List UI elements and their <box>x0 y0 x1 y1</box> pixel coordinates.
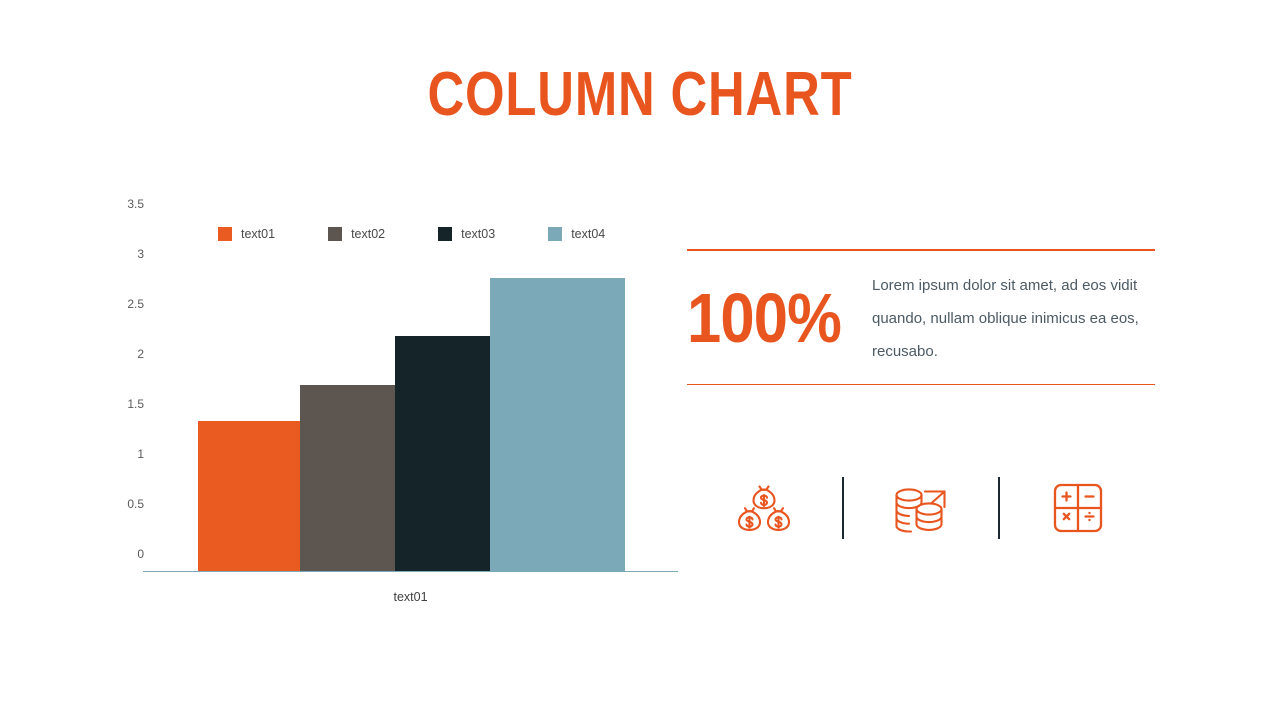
legend-item[interactable]: text04 <box>548 227 605 241</box>
x-axis-label: text01 <box>393 590 428 604</box>
legend-swatch-text02 <box>328 227 343 241</box>
legend-label: text03 <box>461 227 496 241</box>
y-axis-tick: 1 <box>137 447 144 461</box>
legend-swatch-text01 <box>218 227 232 241</box>
icon-divider-2 <box>998 477 1001 539</box>
icon-cell-money-bags[interactable] <box>687 463 842 553</box>
legend-label: text02 <box>351 227 386 241</box>
stat-value: 100% <box>687 279 842 358</box>
y-axis-tick: 3 <box>137 247 144 261</box>
bar-text02[interactable] <box>300 384 395 571</box>
icon-cell-coin-growth[interactable] <box>844 463 999 553</box>
divider-bottom <box>687 383 1155 386</box>
y-axis-tick: 1.5 <box>127 397 144 411</box>
divider-top <box>687 249 1155 251</box>
stat-row: 100% Lorem ipsum dolor sit amet, ad eos … <box>687 251 1155 384</box>
y-axis-tick: 0 <box>137 547 144 561</box>
y-axis-tick: 0.5 <box>127 497 144 511</box>
x-axis-line <box>143 570 678 572</box>
legend-item[interactable]: text01 <box>218 227 275 241</box>
plot-area <box>143 190 678 572</box>
calculator-icon <box>1053 483 1102 533</box>
icon-row <box>687 463 1155 553</box>
legend-item[interactable]: text03 <box>438 227 495 241</box>
column-chart: text01 text02 text03 text04 3.5 3 2.5 2 … <box>0 190 690 630</box>
legend-label: text01 <box>241 227 276 241</box>
page-title: COLUMN CHART <box>427 60 853 129</box>
legend-swatch-text04 <box>548 227 563 241</box>
chart-legend: text01 text02 text03 text04 <box>218 227 605 241</box>
coin-stack-growth-icon <box>895 488 946 533</box>
icon-cell-calculator[interactable] <box>1000 463 1155 553</box>
money-bags-icon <box>738 485 791 531</box>
bar-text01[interactable] <box>198 420 300 571</box>
legend-label: text04 <box>571 227 606 241</box>
info-panel: 100% Lorem ipsum dolor sit amet, ad eos … <box>687 249 1155 386</box>
bar-text03[interactable] <box>395 335 490 571</box>
legend-swatch-text03 <box>438 227 453 241</box>
bar-text04[interactable] <box>490 277 625 571</box>
stat-description: Lorem ipsum dolor sit amet, ad eos vidit… <box>872 276 1139 360</box>
y-axis-tick: 2 <box>137 347 144 361</box>
y-axis: 3.5 3 2.5 2 1.5 1 0.5 0 <box>100 198 144 572</box>
legend-item[interactable]: text02 <box>328 227 385 241</box>
y-axis-tick: 3.5 <box>127 197 144 211</box>
y-axis-tick: 2.5 <box>127 297 144 311</box>
icon-divider-1 <box>841 477 844 539</box>
